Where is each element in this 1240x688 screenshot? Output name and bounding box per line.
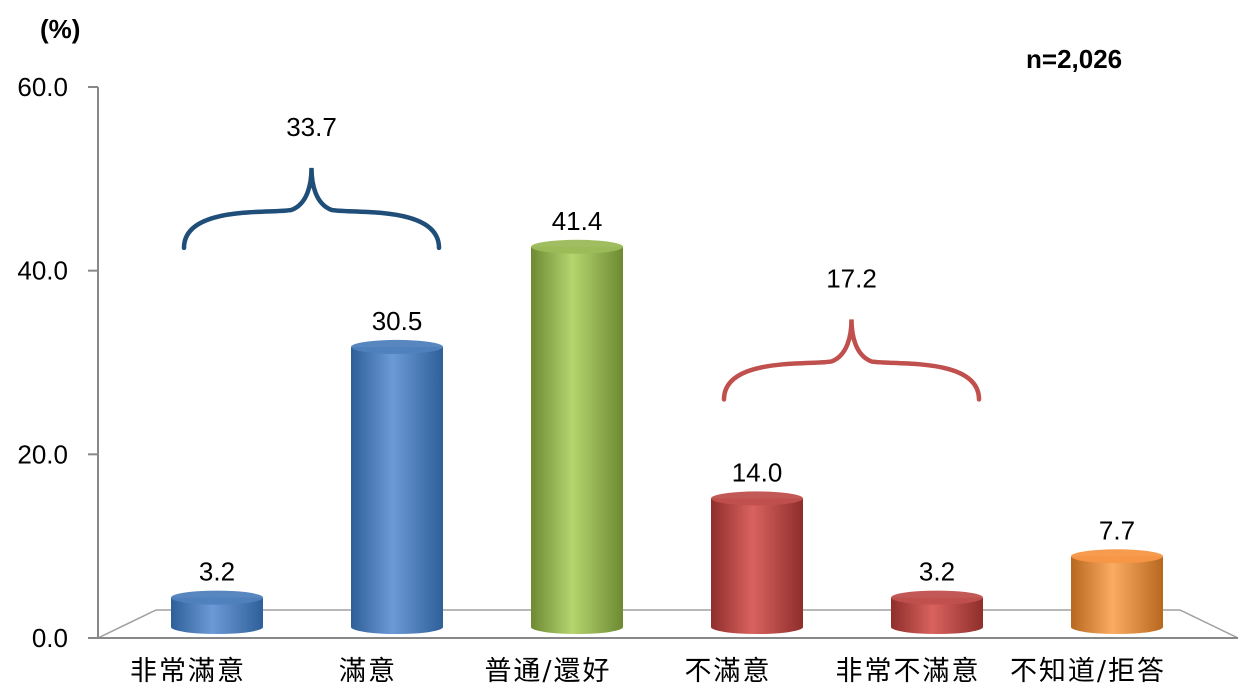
y-ticks: 0.0 20.0 40.0 60.0 — [17, 72, 98, 653]
bar-body — [351, 346, 443, 634]
bars: 3.2 非常滿意 30.5 滿意 41.4 普通/還好 14.0 不滿意 3.2 非常不滿意 7.7… — [130, 206, 1166, 687]
y-tick-label: 0.0 — [32, 623, 68, 653]
group-brace — [721, 319, 982, 402]
bar-value-label: 30.5 — [372, 306, 423, 336]
category-label: 普通/還好 — [484, 656, 611, 687]
bar-top — [1071, 549, 1163, 564]
bar-top — [531, 239, 623, 254]
bar — [891, 590, 983, 634]
group-total-label: 33.7 — [286, 112, 337, 142]
bar-value-label: 7.7 — [1099, 515, 1135, 545]
bar — [531, 239, 623, 634]
bar-value-label: 3.2 — [919, 557, 955, 587]
bar-value-label: 41.4 — [552, 206, 603, 236]
category-label: 非常滿意 — [130, 656, 246, 687]
category-label: 不滿意 — [685, 656, 772, 687]
y-tick-label: 40.0 — [17, 256, 68, 286]
bar-value-label: 14.0 — [732, 457, 783, 487]
category-label: 滿意 — [339, 656, 397, 687]
chart-floor — [97, 609, 1239, 639]
bar-top — [351, 339, 443, 354]
y-unit-label: (%) — [40, 14, 80, 44]
bar — [1071, 549, 1163, 634]
bar-body — [171, 597, 263, 634]
bar — [351, 339, 443, 634]
group-total-label: 17.2 — [826, 263, 877, 293]
bar-body — [711, 498, 803, 634]
bar-body — [891, 597, 983, 634]
bar-value-label: 3.2 — [199, 557, 235, 587]
sample-size-label: n=2,026 — [1026, 44, 1122, 74]
group-brace — [181, 167, 442, 251]
category-label: 非常不滿意 — [836, 656, 981, 687]
bar — [711, 491, 803, 634]
bar-top — [171, 590, 263, 605]
y-tick-label: 20.0 — [17, 439, 68, 469]
bar-body — [1071, 556, 1163, 634]
bar-top — [711, 491, 803, 506]
category-label: 不知道/拒答 — [1010, 656, 1166, 687]
bar — [171, 590, 263, 634]
bar-body — [531, 246, 623, 634]
bar-top — [891, 590, 983, 605]
y-tick-label: 60.0 — [17, 72, 68, 102]
